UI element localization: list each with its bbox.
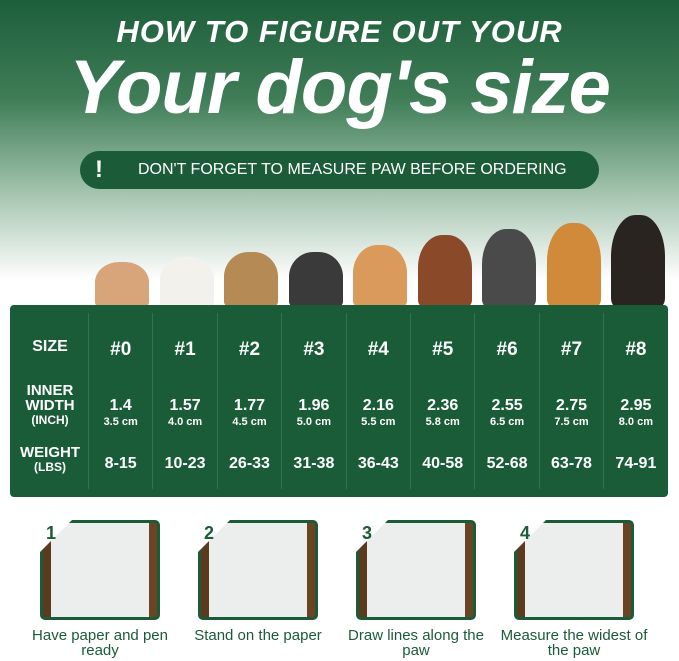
label-line: (INCH) [31, 413, 69, 427]
cell-lbs: 31-38 [293, 455, 335, 472]
cell-inch: 2.95 [620, 397, 652, 414]
dog-image [611, 215, 665, 307]
dog-image [224, 252, 278, 307]
cell-size: #5 [432, 339, 454, 360]
dog-image [353, 245, 407, 307]
size-column-8: #8 2.95 8.0 cm 74-91 [603, 313, 667, 489]
notice-banner: ! DON'T FORGET TO MEASURE PAW BEFORE ORD… [80, 151, 599, 189]
cell-cm: 4.0 cm [167, 416, 203, 428]
cell-cm: 5.0 cm [296, 416, 331, 428]
title-line-2: Your dog's size [69, 45, 611, 130]
corner-badge [356, 520, 388, 552]
size-column-1: #1 1.57 4.0 cm 10-23 [152, 313, 216, 489]
size-column-0: #0 1.4 3.5 cm 8-15 [88, 313, 152, 489]
dog-image [546, 223, 601, 307]
label-line: WEIGHT [20, 444, 80, 461]
cell-lbs: 40-58 [422, 455, 464, 472]
cell-cm: 3.5 cm [103, 416, 138, 428]
step-number: 1 [46, 523, 57, 543]
size-column-5: #5 2.36 5.8 cm 40-58 [410, 313, 474, 489]
size-column-7: #7 2.75 7.5 cm 63-78 [538, 313, 603, 489]
cell-inch: 2.36 [427, 397, 459, 414]
cell-size: #1 [174, 339, 196, 360]
step-caption: Measure the widest of the paw [500, 627, 648, 659]
cell-inch: 1.96 [298, 397, 330, 414]
size-column-6: #6 2.55 6.5 cm 52-68 [474, 313, 538, 489]
cell-lbs: 8-15 [104, 455, 137, 472]
step-number: 4 [520, 523, 531, 543]
exclamation-icon: ! [95, 156, 103, 183]
cell-inch: 1.4 [109, 397, 132, 414]
step-number: 2 [204, 523, 215, 543]
cell-inch: 2.55 [491, 397, 523, 414]
cell-cm: 5.5 cm [361, 416, 396, 428]
cell-lbs: 63-78 [551, 455, 592, 472]
cell-inch: 1.57 [169, 397, 201, 414]
cell-size: #2 [238, 339, 261, 360]
corner-badge [40, 520, 72, 552]
cell-lbs: 74-91 [615, 455, 657, 472]
label-line: WIDTH [25, 397, 75, 414]
step-image-4: 4 [514, 520, 634, 620]
cell-cm: 6.5 cm [489, 416, 525, 428]
step-image-1: 1 [40, 520, 160, 620]
step-image-2: 2 [198, 520, 318, 620]
cell-size: #3 [303, 339, 325, 360]
label-line: INNER [26, 382, 74, 399]
cell-lbs: 36-43 [357, 455, 399, 472]
cell-inch: 2.16 [362, 397, 394, 414]
cell-size: #7 [560, 339, 583, 360]
cell-cm: 4.5 cm [232, 416, 267, 428]
cell-size: #8 [625, 339, 647, 360]
weight-label: WEIGHT (LBS) [10, 445, 90, 475]
cell-cm: 8.0 cm [618, 416, 653, 428]
dog-image [482, 229, 536, 307]
step-caption: Have paper and pen ready [32, 627, 168, 659]
inner-width-label: INNER WIDTH (INCH) [10, 383, 90, 428]
dog-image [288, 252, 343, 307]
corner-badge [198, 520, 230, 552]
step-caption: Draw lines along the paw [348, 627, 484, 659]
size-column-2: #2 1.77 4.5 cm 26-33 [216, 313, 281, 489]
step-number: 3 [362, 523, 373, 543]
dog-image [159, 257, 214, 307]
cell-cm: 7.5 cm [554, 416, 589, 428]
cell-inch: 2.75 [555, 397, 588, 414]
dog-image [417, 235, 472, 307]
cell-size: #0 [110, 339, 132, 360]
notice-text: DON'T FORGET TO MEASURE PAW BEFORE ORDER… [138, 161, 567, 178]
step-image-3: 3 [356, 520, 476, 620]
size-table: SIZE INNER WIDTH (INCH) WEIGHT (LBS) #0 1… [10, 305, 668, 497]
step-caption: Stand on the paper [194, 627, 322, 644]
cell-lbs: 10-23 [164, 455, 206, 472]
label-line: (LBS) [34, 460, 66, 474]
cell-lbs: 52-68 [486, 455, 528, 472]
corner-badge [514, 520, 546, 552]
title-line-1: HOW TO FIGURE OUT YOUR [116, 14, 563, 49]
cell-lbs: 26-33 [229, 455, 270, 472]
size-column-3: #3 1.96 5.0 cm 31-38 [281, 313, 345, 489]
dog-image [95, 262, 149, 307]
cell-size: #6 [496, 339, 518, 360]
cell-size: #4 [367, 339, 389, 360]
size-label: SIZE [32, 338, 68, 355]
cell-inch: 1.77 [233, 397, 266, 414]
cell-cm: 5.8 cm [425, 416, 460, 428]
size-column-4: #4 2.16 5.5 cm 36-43 [345, 313, 410, 489]
dog-images [95, 215, 670, 307]
